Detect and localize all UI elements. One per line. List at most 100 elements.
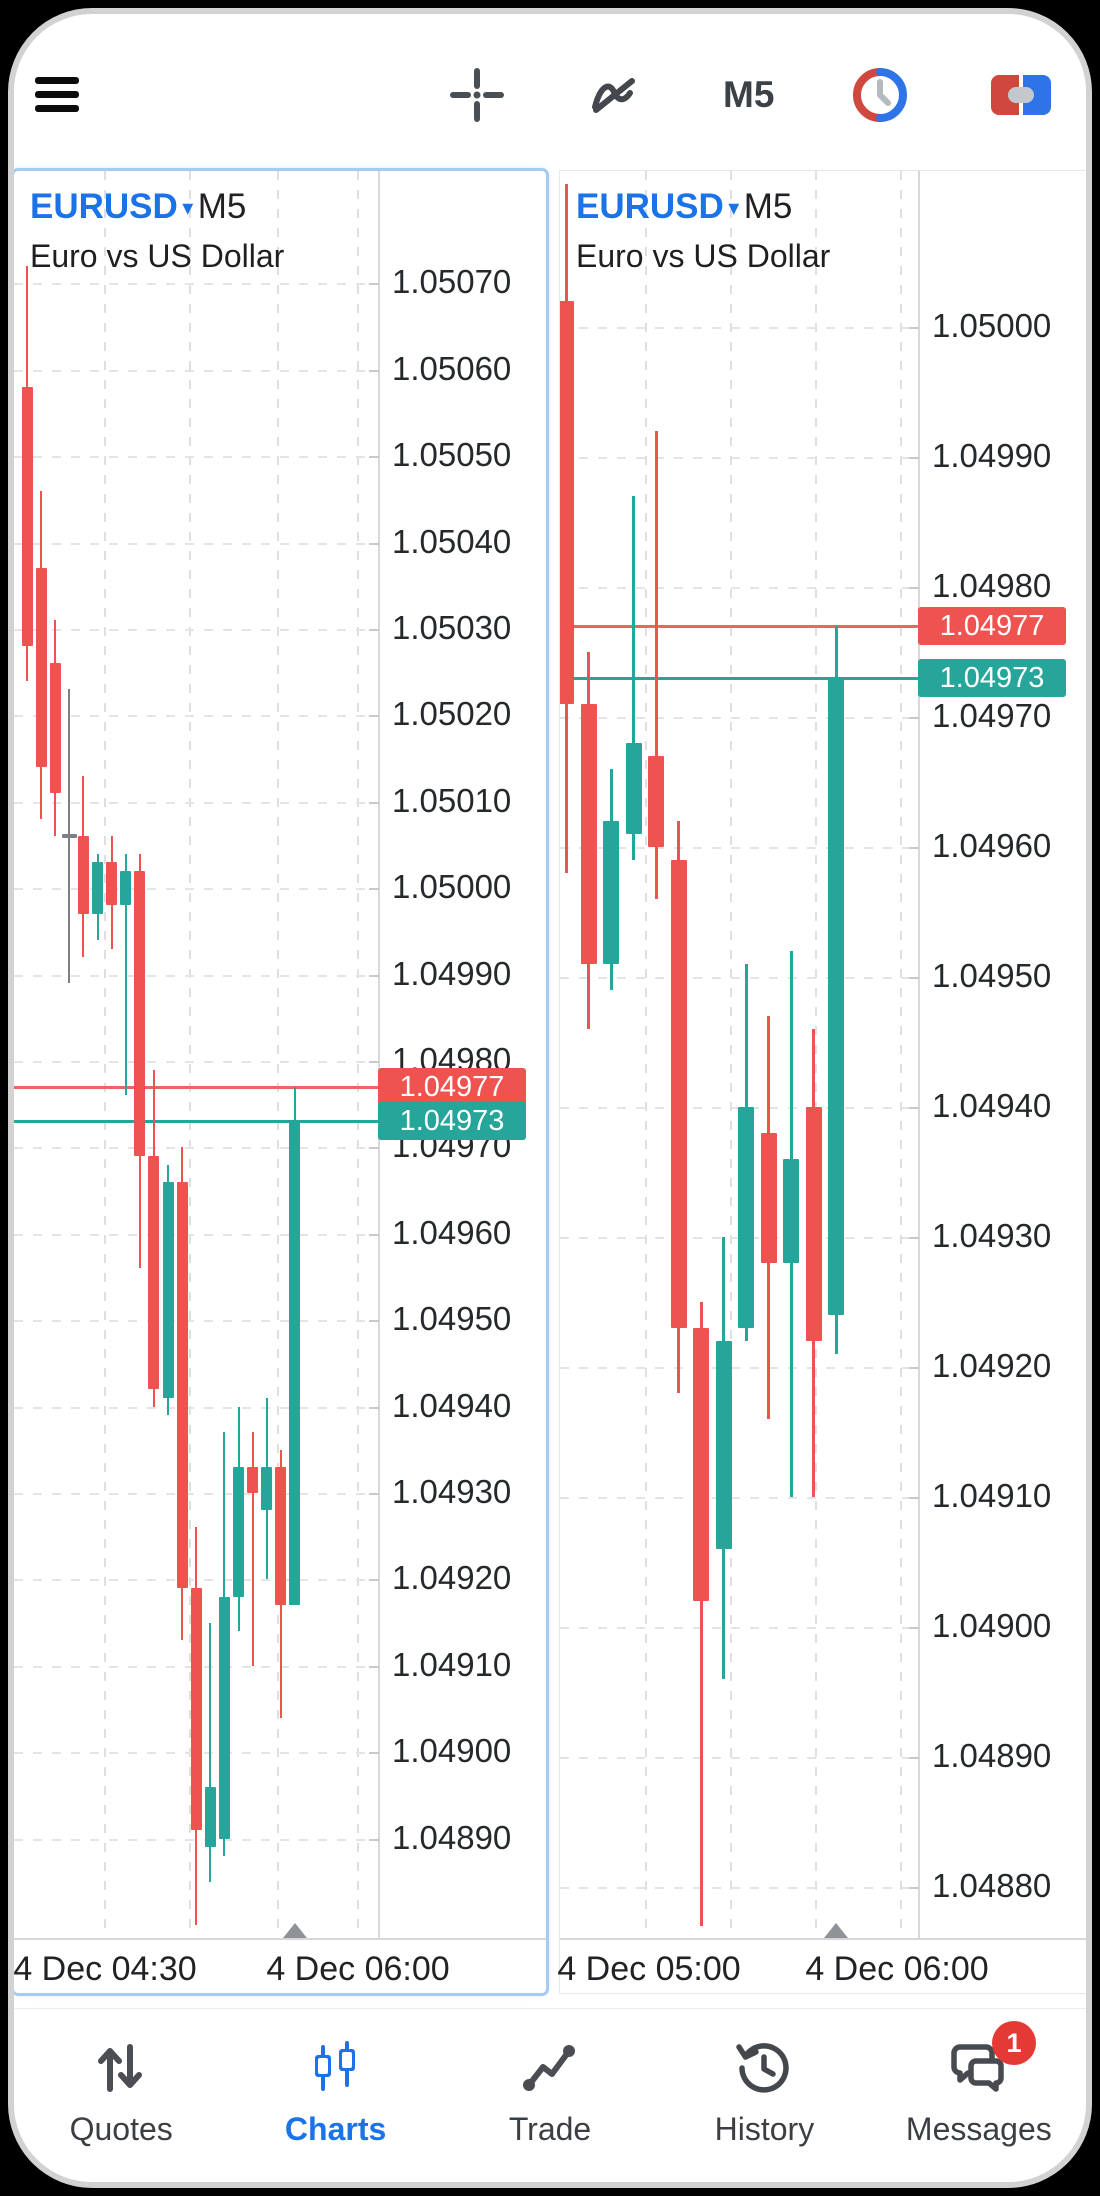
candle-body: [581, 704, 597, 964]
price-axis-label: 1.05060: [392, 350, 512, 387]
bid-price-line: [560, 677, 918, 680]
time-axis-line: [14, 1938, 546, 1940]
candle-body: [738, 1107, 754, 1328]
nav-item-quotes[interactable]: Quotes: [14, 2009, 228, 2182]
price-axis-label: 1.05040: [392, 523, 512, 560]
history-clock-icon: [731, 2039, 797, 2097]
price-gridline: [560, 1887, 918, 1889]
price-gridline: [14, 715, 378, 717]
indicators-icon[interactable]: [583, 65, 643, 125]
axis-tick: [909, 327, 919, 329]
price-axis-label: 1.04890: [392, 1819, 512, 1856]
candle-body: [648, 756, 664, 847]
candle-body: [36, 568, 47, 767]
price-axis-label: 1.04910: [932, 1477, 1052, 1514]
last-bar-marker: [283, 1923, 307, 1938]
time-gridline: [189, 171, 191, 1938]
chart-plot-area[interactable]: [560, 171, 1086, 1993]
candle-doji-body: [62, 834, 77, 838]
price-gridline: [560, 977, 918, 979]
price-gridline: [560, 1627, 918, 1629]
price-axis-label: 1.04950: [932, 957, 1052, 994]
price-gridline: [14, 543, 378, 545]
nav-label: Messages: [905, 2111, 1052, 2147]
axis-tick: [369, 1407, 379, 1409]
candle-wick: [125, 854, 127, 1095]
price-axis-label: 1.04980: [932, 567, 1052, 604]
candle-body: [92, 862, 103, 914]
price-axis-label: 1.05010: [392, 782, 512, 819]
chart-header: EURUSD ▾ M5 Euro vs US Dollar: [576, 185, 830, 276]
price-gridline: [14, 1061, 378, 1063]
price-axis-label: 1.05020: [392, 695, 512, 732]
price-axis-label: 1.04940: [932, 1087, 1052, 1124]
price-gridline: [560, 327, 918, 329]
nav-item-messages[interactable]: 1 Messages: [872, 2009, 1086, 2182]
time-gridline: [645, 171, 647, 1938]
candle-body: [247, 1467, 258, 1493]
symbol-description: Euro vs US Dollar: [576, 238, 831, 274]
trade-line-icon: [517, 2039, 583, 2097]
candle-body: [289, 1121, 300, 1605]
time-axis-label: 4 Dec 04:30: [13, 1950, 197, 1988]
crosshair-icon[interactable]: [447, 65, 507, 125]
charts-candles-icon: [303, 2039, 369, 2097]
timeframe-selector[interactable]: M5: [723, 74, 775, 115]
objects-clock-icon[interactable]: [850, 65, 910, 125]
price-axis-label: 1.04930: [932, 1217, 1052, 1254]
price-gridline: [14, 1320, 378, 1322]
candle-body: [233, 1467, 244, 1597]
chart-panel-left[interactable]: EURUSD ▾ M5 Euro vs US Dollar 1.05070 1.0…: [14, 168, 549, 1996]
price-gridline: [14, 802, 378, 804]
price-gridline: [14, 283, 378, 285]
unread-count-badge: 1: [992, 2021, 1037, 2065]
candle-body: [106, 862, 117, 905]
candle-wick: [700, 1302, 703, 1926]
axis-tick: [369, 1579, 379, 1581]
chart-header: EURUSD ▾ M5 Euro vs US Dollar: [30, 185, 284, 276]
candle-body: [806, 1107, 822, 1341]
axis-tick: [369, 1147, 379, 1149]
axis-tick: [369, 888, 379, 890]
nav-item-charts[interactable]: Charts: [228, 2009, 442, 2182]
timeframe-label: M5: [743, 187, 793, 226]
symbol-label[interactable]: EURUSD: [30, 187, 178, 226]
candle-body: [177, 1182, 188, 1588]
price-gridline: [560, 457, 918, 459]
axis-tick: [909, 1367, 919, 1369]
candle-wick: [209, 1623, 211, 1882]
chart-plot-area[interactable]: [14, 171, 546, 1993]
price-axis-label: 1.04930: [392, 1473, 512, 1510]
nav-item-trade[interactable]: Trade: [443, 2009, 657, 2182]
candle-wick: [632, 496, 635, 860]
price-gridline: [560, 587, 918, 589]
price-gridline: [14, 1493, 378, 1495]
nav-item-history[interactable]: History: [657, 2009, 871, 2182]
candle-body: [693, 1328, 709, 1601]
chevron-down-icon: ▾: [728, 195, 740, 220]
candle-wick: [252, 1432, 254, 1666]
axis-tick: [369, 1493, 379, 1495]
candle-body: [626, 743, 642, 834]
axis-tick: [369, 1839, 379, 1841]
axis-tick: [369, 283, 379, 285]
window-layout-icon[interactable]: [991, 65, 1051, 125]
time-gridline: [357, 171, 359, 1938]
axis-tick: [369, 456, 379, 458]
axis-tick: [369, 370, 379, 372]
menu-icon[interactable]: [35, 77, 79, 113]
chevron-down-icon: ▾: [182, 195, 194, 220]
axis-tick: [909, 457, 919, 459]
candle-body: [219, 1597, 230, 1839]
price-axis-label: 1.04900: [392, 1732, 512, 1769]
candle-body: [761, 1133, 777, 1263]
candle-body: [716, 1341, 732, 1549]
symbol-label[interactable]: EURUSD: [576, 187, 724, 226]
candle-body: [828, 678, 844, 1315]
time-gridline: [900, 171, 902, 1938]
time-axis-label: 4 Dec 05:00: [557, 1950, 741, 1988]
axis-tick: [369, 1234, 379, 1236]
axis-tick: [909, 1237, 919, 1239]
chart-panel-right[interactable]: EURUSD ▾ M5 Euro vs US Dollar 1.05000 1.0…: [557, 170, 1086, 1994]
